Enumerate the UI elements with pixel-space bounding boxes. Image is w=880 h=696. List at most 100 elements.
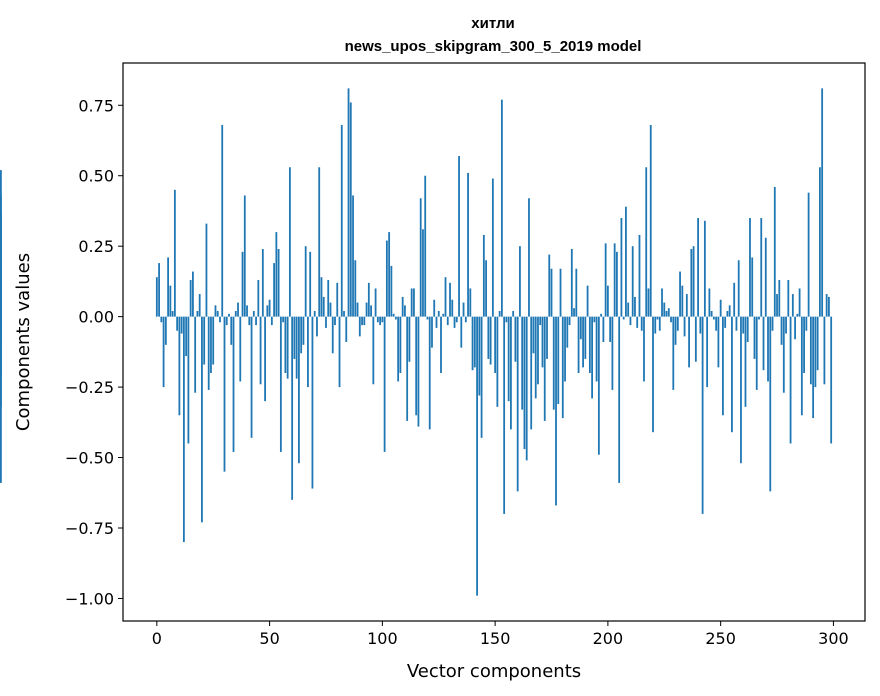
bar-160 — [516, 316, 519, 492]
bar-0 — [155, 277, 158, 317]
bar-67 — [307, 316, 309, 388]
bar-252 — [724, 316, 727, 328]
bar-29 — [221, 125, 224, 317]
bar-14 — [187, 316, 190, 444]
bar-286 — [800, 316, 803, 416]
bar-42 — [250, 316, 253, 438]
bar-34 — [232, 316, 235, 452]
bar-297 — [825, 294, 828, 317]
bar-183 — [568, 316, 571, 326]
bar-241 — [699, 316, 702, 334]
bar-176 — [552, 316, 555, 410]
bar-284 — [796, 313, 799, 317]
bar-234 — [683, 316, 686, 337]
bar-129 — [446, 316, 449, 326]
bar-undefined — [0, 316, 2, 337]
bar-185 — [573, 308, 575, 317]
bar-39 — [243, 195, 246, 317]
bar-270 — [764, 237, 767, 317]
bar-162 — [521, 316, 524, 410]
bar-24 — [210, 316, 212, 373]
bar-93 — [365, 302, 368, 317]
bar-147 — [487, 316, 490, 359]
bar-164 — [525, 316, 528, 461]
y-tick-label: 0.25 — [78, 237, 114, 256]
bar-102 — [385, 240, 388, 317]
bar-244 — [706, 316, 709, 388]
bar-156 — [507, 316, 510, 402]
bar-278 — [782, 316, 785, 393]
bar-225 — [663, 302, 666, 317]
bar-179 — [559, 268, 562, 317]
bar-218 — [647, 288, 650, 317]
bar-281 — [789, 316, 792, 444]
bar-256 — [733, 282, 736, 317]
bar-144 — [480, 316, 483, 438]
bar-31 — [225, 316, 228, 326]
bar-3 — [162, 316, 165, 388]
bar-168 — [534, 316, 537, 399]
bar-171 — [541, 316, 544, 368]
bar-155 — [505, 316, 508, 323]
bar-73 — [320, 277, 323, 317]
bar-undefined — [0, 215, 2, 317]
bar-79 — [334, 316, 336, 326]
bar-47 — [261, 249, 264, 317]
bar-20 — [201, 316, 203, 523]
bar-55 — [279, 316, 282, 452]
bar-288 — [805, 316, 808, 331]
bar-94 — [367, 282, 370, 317]
bar-214 — [638, 234, 641, 317]
bar-163 — [523, 316, 526, 450]
bar-17 — [194, 316, 197, 393]
bar-133 — [455, 316, 458, 323]
bar-226 — [665, 311, 668, 317]
bar-207 — [622, 316, 625, 320]
bar-25 — [212, 316, 215, 365]
bar-38 — [241, 251, 244, 317]
bar-85 — [347, 88, 350, 317]
bar-197 — [600, 313, 603, 317]
bar-174 — [548, 254, 551, 317]
bar-240 — [697, 218, 699, 317]
bar-48 — [264, 316, 266, 402]
bar-100 — [381, 316, 384, 323]
bar-205 — [618, 316, 621, 483]
bar-217 — [645, 167, 648, 317]
bar-279 — [785, 316, 787, 334]
bar-151 — [496, 316, 499, 407]
bar-137 — [464, 316, 467, 323]
bar-119 — [424, 175, 427, 317]
bar-248 — [715, 316, 718, 331]
bar-70 — [313, 311, 316, 317]
bar-134 — [458, 156, 460, 317]
bar-15 — [189, 280, 192, 317]
bar-142 — [476, 316, 478, 596]
bar-99 — [379, 316, 381, 326]
bar-269 — [762, 316, 765, 371]
bar-191 — [586, 285, 589, 317]
bar-264 — [751, 257, 754, 317]
bar-121 — [428, 316, 431, 430]
bar-136 — [462, 302, 465, 317]
bar-103 — [388, 232, 391, 317]
x-tick-label: 150 — [480, 629, 511, 648]
bar-192 — [588, 316, 591, 373]
bar-220 — [652, 316, 654, 433]
y-tick-label: 0.50 — [78, 167, 114, 186]
bar-23 — [207, 316, 210, 390]
bar-210 — [629, 316, 632, 326]
bar-108 — [399, 316, 402, 373]
bar-49 — [266, 305, 269, 317]
bar-116 — [417, 316, 420, 427]
bar-60 — [291, 316, 294, 500]
bar-212 — [634, 296, 636, 317]
bar-287 — [803, 316, 805, 373]
bar-166 — [530, 316, 533, 430]
bar-57 — [284, 316, 287, 373]
bar-78 — [331, 316, 334, 354]
bar-66 — [304, 246, 307, 317]
bar-64 — [300, 316, 303, 354]
bar-82 — [340, 125, 343, 317]
bar-186 — [575, 268, 578, 317]
